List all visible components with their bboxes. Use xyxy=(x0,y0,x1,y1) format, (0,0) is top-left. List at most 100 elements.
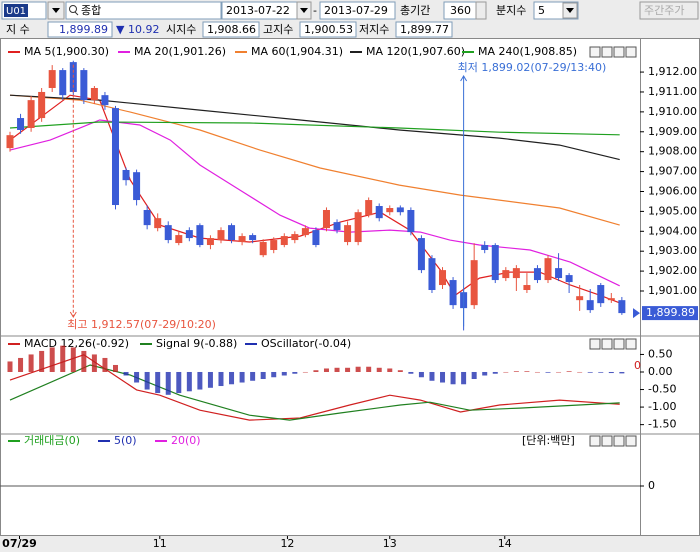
high-value: 1,900.53 xyxy=(304,23,353,36)
legend-label: 5(0) xyxy=(114,434,137,447)
candle-body xyxy=(618,300,626,314)
high-box xyxy=(299,21,357,38)
candle-body xyxy=(533,268,541,281)
oscillator-bar xyxy=(239,371,245,383)
candle-body xyxy=(228,225,236,241)
candle-body xyxy=(470,260,478,306)
search-text: 종합 xyxy=(81,4,101,17)
candle-body xyxy=(449,280,457,306)
period-spin[interactable] xyxy=(475,1,487,20)
candle-body xyxy=(586,300,594,311)
low-box xyxy=(395,21,453,38)
ma-line xyxy=(9,94,626,306)
candle-body xyxy=(386,208,394,213)
index-label: 지 수 xyxy=(6,23,30,36)
candle-body xyxy=(122,169,130,181)
oscillator-bar xyxy=(271,371,277,378)
weekly-text: 주간주가 xyxy=(644,4,684,17)
oscillator-bar xyxy=(81,350,87,372)
weekly-button[interactable] xyxy=(639,1,699,20)
x-tick-label: 11 xyxy=(153,537,167,550)
oscillator-bar xyxy=(440,371,446,383)
panel-icon xyxy=(613,435,625,447)
oscillator-bar xyxy=(492,371,498,374)
y-tick-label: 1,904.00 xyxy=(648,224,697,237)
candle-body xyxy=(206,238,214,246)
date-to-text: 2013-07-29 xyxy=(324,4,388,17)
oscillator-bar xyxy=(165,371,171,395)
dropdown-arrow xyxy=(566,8,574,13)
oscillator-bar xyxy=(260,371,266,380)
y-tick-label: 1,906.00 xyxy=(648,184,697,197)
legend-label: MA 240(1,908.85) xyxy=(478,45,577,58)
oscillator-bar xyxy=(619,371,625,374)
oscillator-bar xyxy=(387,368,393,372)
oscillator-bar xyxy=(471,371,477,380)
legend-label: MA 20(1,901.26) xyxy=(134,45,226,58)
oscillator-bar xyxy=(503,371,509,373)
date-to[interactable] xyxy=(319,1,396,20)
candle-body xyxy=(90,87,98,101)
panel-icon xyxy=(589,338,601,350)
index-box xyxy=(47,21,113,38)
oscillator-bar xyxy=(408,371,414,374)
candle-body xyxy=(365,200,373,216)
oscillator-bar xyxy=(60,345,66,372)
candle-body xyxy=(491,245,499,281)
y-tick-label: 1,903.00 xyxy=(648,244,697,257)
candle-body xyxy=(576,296,584,301)
minute-label: 분지수 xyxy=(496,4,526,17)
oscillator-bar xyxy=(566,371,572,372)
date-sep: - xyxy=(313,4,317,17)
candle-body xyxy=(175,235,183,244)
search-box[interactable] xyxy=(65,1,222,20)
oscillator-bar xyxy=(292,371,298,374)
oscillator-bar xyxy=(450,371,456,385)
change-value: ▼ 10.92 xyxy=(116,23,159,36)
oscillator-bar xyxy=(18,357,24,372)
annotation-text: 최고 1,912.57(07-29/10:20) xyxy=(67,318,216,331)
oscillator-bar xyxy=(355,366,361,372)
candle-body xyxy=(143,209,151,226)
candle-body xyxy=(544,258,552,281)
current-price-marker xyxy=(633,308,640,319)
candle-body xyxy=(185,230,193,239)
x-tick-label: 13 xyxy=(383,537,397,550)
index-value: 1,899.89 xyxy=(59,23,108,36)
candle-body xyxy=(301,228,309,236)
oscillator-bar xyxy=(229,371,235,385)
candle-body xyxy=(17,118,25,130)
oscillator-bar xyxy=(366,366,372,372)
ma-line xyxy=(9,94,620,226)
legend-label: MA 120(1,907.60) xyxy=(366,45,465,58)
candle-body xyxy=(555,268,563,279)
high-label: 고지수 xyxy=(263,23,293,36)
candle-body xyxy=(481,245,489,251)
panel-icon xyxy=(601,338,613,350)
legend-label: Signal 9(-0.88) xyxy=(156,337,237,350)
y-tick-label: -1.50 xyxy=(648,418,676,431)
oscillator-bar xyxy=(524,371,530,372)
panel-icon xyxy=(601,435,613,447)
candle-body xyxy=(439,270,447,286)
candle-body xyxy=(333,222,341,231)
candle-body xyxy=(196,225,204,246)
oscillator-bar xyxy=(545,371,551,373)
ma-line xyxy=(9,354,620,421)
open-value: 1,908.66 xyxy=(207,23,256,36)
oscillator-bar xyxy=(134,371,140,383)
oscillator-bar xyxy=(112,364,118,372)
candle-body xyxy=(344,225,352,243)
y-tick-label: 1,912.00 xyxy=(648,65,697,78)
candle-body xyxy=(428,258,436,291)
candle-body xyxy=(249,235,257,241)
oscillator-bar xyxy=(534,371,540,373)
oscillator-bar xyxy=(144,371,150,390)
candle-body xyxy=(80,70,88,101)
unit-label: [단위:백만] xyxy=(522,434,575,447)
chart-frame xyxy=(0,38,641,536)
oscillator-bar xyxy=(577,371,583,373)
oscillator-bar xyxy=(376,367,382,372)
panel-icon xyxy=(625,46,637,58)
